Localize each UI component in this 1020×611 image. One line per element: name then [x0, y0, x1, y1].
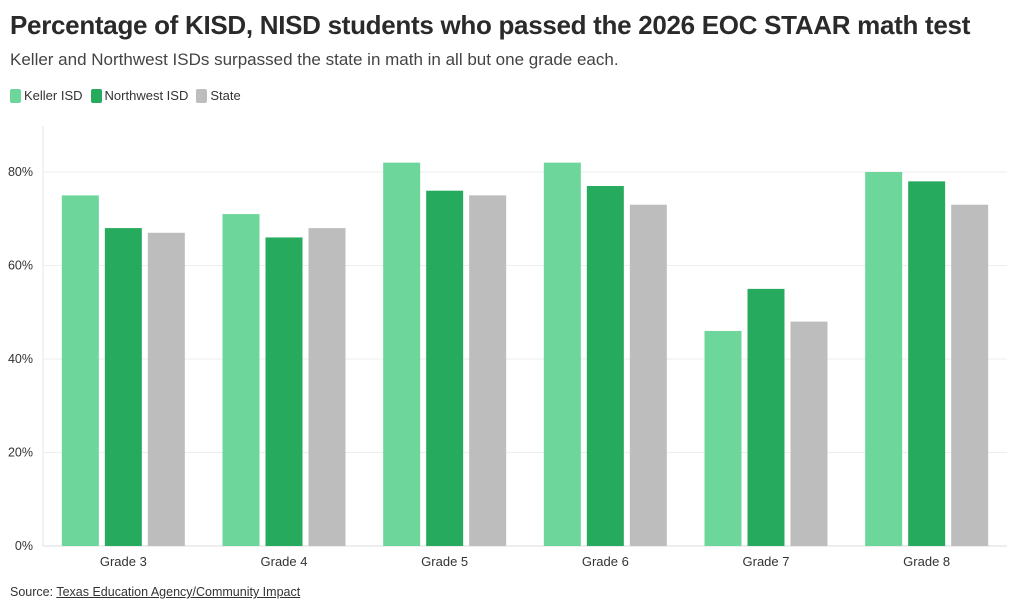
x-tick-label: Grade 5 — [421, 554, 468, 569]
bar-northwest-isd-grade-5 — [426, 190, 464, 546]
source-note: Source: Texas Education Agency/Community… — [10, 585, 300, 599]
legend-item-northwest[interactable]: Northwest ISD — [90, 88, 189, 103]
bar-state-grade-8 — [951, 204, 989, 546]
bar-keller-isd-grade-6 — [543, 162, 581, 546]
legend-item-keller[interactable]: Keller ISD — [10, 88, 83, 103]
bar-keller-isd-grade-3 — [61, 195, 99, 546]
legend-swatch-keller — [10, 88, 21, 103]
legend-label-northwest: Northwest ISD — [104, 88, 189, 103]
bar-keller-isd-grade-4 — [222, 214, 260, 546]
bar-keller-isd-grade-7 — [704, 330, 742, 546]
chart-title: Percentage of KISD, NISD students who pa… — [10, 10, 971, 40]
bar-keller-isd-grade-8 — [865, 172, 903, 546]
bar-state-grade-4 — [308, 228, 346, 546]
y-tick-label: 20% — [8, 446, 33, 460]
x-tick-label: Grade 6 — [582, 554, 629, 569]
x-tick-label: Grade 7 — [743, 554, 790, 569]
bar-state-grade-6 — [629, 204, 667, 546]
bar-state-grade-5 — [469, 195, 507, 546]
legend: Keller ISD Northwest ISD State — [10, 88, 241, 103]
y-tick-label: 40% — [8, 352, 33, 366]
bar-keller-isd-grade-5 — [383, 162, 421, 546]
x-tick-label: Grade 4 — [261, 554, 308, 569]
chart-subtitle: Keller and Northwest ISDs surpassed the … — [10, 50, 619, 69]
y-tick-label: 60% — [8, 259, 33, 273]
x-tick-label: Grade 8 — [903, 554, 950, 569]
x-tick-label: Grade 3 — [100, 554, 147, 569]
bar-state-grade-7 — [790, 321, 828, 546]
y-tick-label: 80% — [8, 165, 33, 179]
bar-northwest-isd-grade-8 — [908, 181, 946, 546]
bar-northwest-isd-grade-6 — [586, 186, 624, 546]
bar-state-grade-3 — [147, 232, 185, 546]
legend-swatch-state — [196, 88, 208, 103]
source-link[interactable]: Texas Education Agency/Community Impact — [56, 585, 301, 599]
bar-northwest-isd-grade-3 — [104, 228, 142, 546]
legend-item-state[interactable]: State — [196, 88, 241, 103]
bar-northwest-isd-grade-4 — [265, 237, 303, 546]
legend-swatch-northwest — [90, 88, 102, 103]
legend-label-keller: Keller ISD — [24, 88, 83, 103]
source-label: Source: — [10, 585, 57, 599]
bar-northwest-isd-grade-7 — [747, 288, 785, 546]
y-tick-label: 0% — [15, 539, 33, 553]
legend-label-state: State — [210, 88, 241, 103]
